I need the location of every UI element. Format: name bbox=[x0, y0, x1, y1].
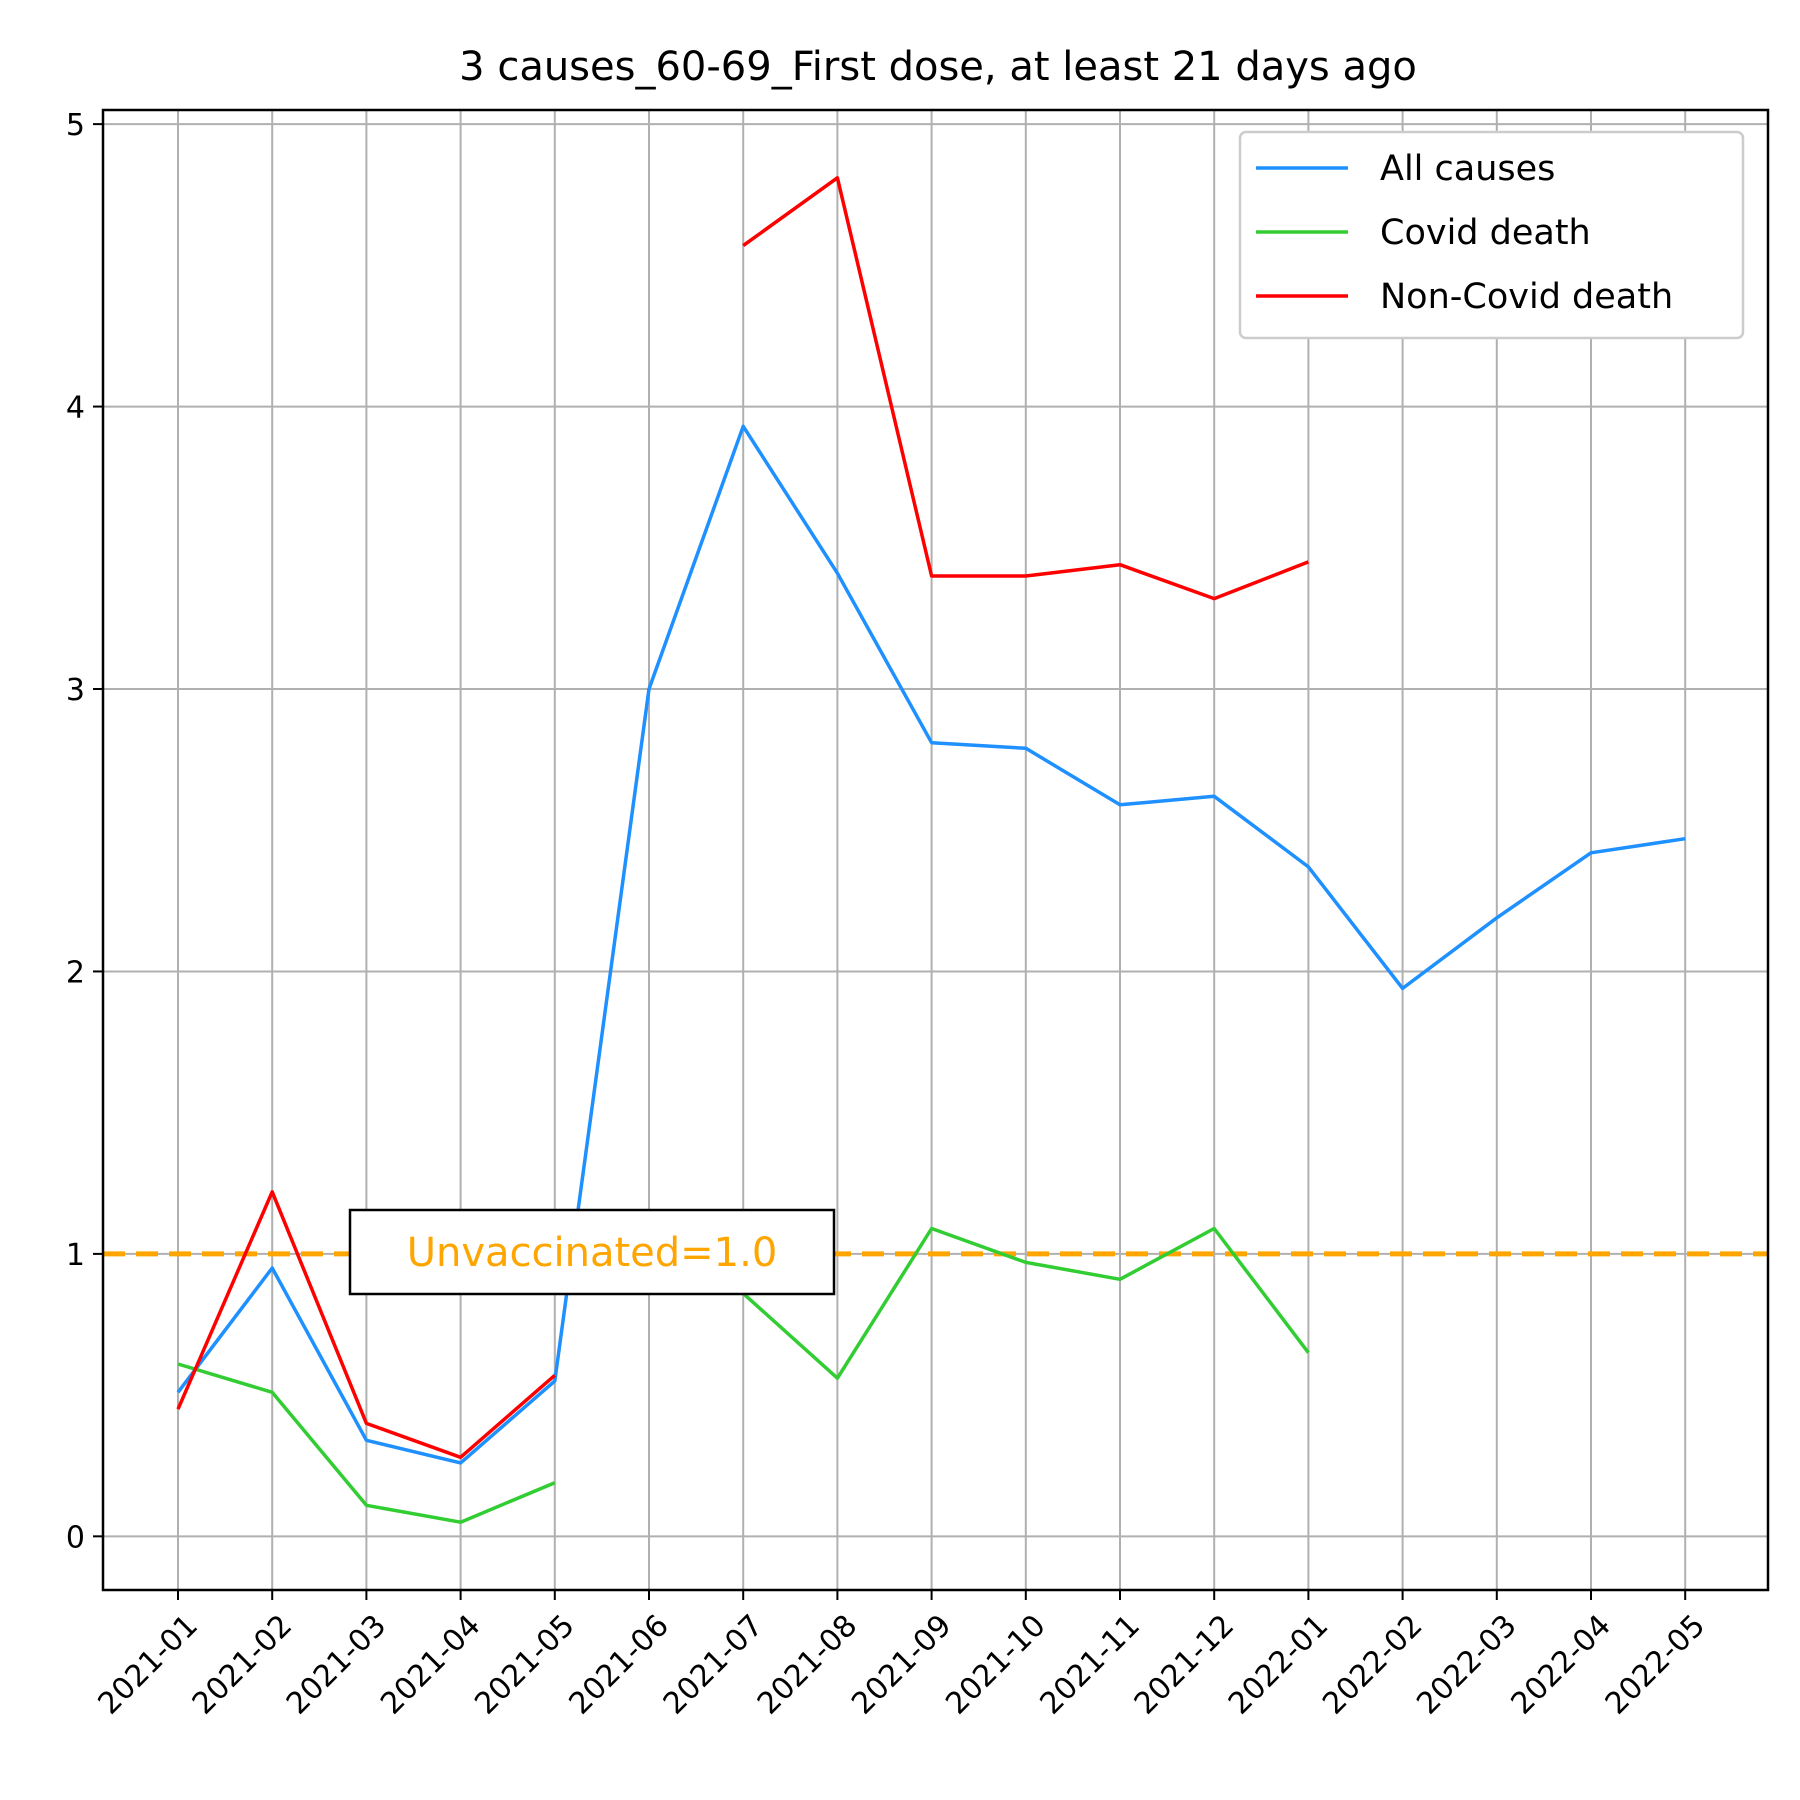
gridlines bbox=[103, 110, 1768, 1590]
legend-label-all-causes: All causes bbox=[1380, 149, 1555, 189]
y-tick-label: 1 bbox=[66, 1238, 85, 1273]
x-tick-label: 2021-06 bbox=[563, 1608, 676, 1721]
x-tick-label: 2022-05 bbox=[1599, 1608, 1712, 1721]
y-tick-label: 5 bbox=[66, 108, 85, 143]
annotation-box bbox=[348, 1208, 836, 1296]
plot-frame bbox=[101, 108, 1770, 1592]
y-tick-label: 0 bbox=[66, 1520, 85, 1555]
x-tick-label: 2021-09 bbox=[845, 1608, 958, 1721]
series-line-non-covid-death bbox=[176, 1190, 556, 1460]
y-tick-label: 2 bbox=[66, 955, 85, 990]
series-line-non-covid-death bbox=[742, 176, 1310, 601]
axis-layer: 2021-012021-022021-032021-042021-052021-… bbox=[66, 108, 1712, 1721]
x-tick-label: 2021-04 bbox=[374, 1608, 487, 1721]
chart-title: 3 causes_60-69_First dose, at least 21 d… bbox=[459, 44, 1417, 90]
legend-label-covid-death: Covid death bbox=[1380, 213, 1591, 253]
y-tick-label: 4 bbox=[66, 391, 85, 426]
x-tick-label: 2021-11 bbox=[1034, 1608, 1147, 1721]
series-line-covid-death bbox=[742, 1226, 1310, 1380]
annotation-label: Unvaccinated=1.0 bbox=[407, 1230, 778, 1276]
series-line-covid-death bbox=[177, 1362, 556, 1524]
x-tick-label: 2022-04 bbox=[1505, 1608, 1618, 1721]
x-tick-label: 2021-08 bbox=[751, 1608, 864, 1721]
series-layer bbox=[176, 176, 1686, 1524]
y-tick-label: 3 bbox=[66, 673, 85, 708]
x-tick-label: 2022-01 bbox=[1222, 1608, 1335, 1721]
x-tick-label: 2021-07 bbox=[657, 1608, 770, 1721]
x-tick-label: 2021-01 bbox=[92, 1608, 205, 1721]
annotation-layer: Unvaccinated=1.0 bbox=[348, 1208, 836, 1296]
series-line-all-causes bbox=[176, 424, 1686, 1465]
x-tick-label: 2021-12 bbox=[1128, 1608, 1241, 1721]
x-tick-label: 2021-03 bbox=[280, 1608, 393, 1721]
x-tick-label: 2022-03 bbox=[1410, 1608, 1523, 1721]
x-tick-label: 2021-02 bbox=[186, 1608, 299, 1721]
x-tick-label: 2021-05 bbox=[468, 1608, 581, 1721]
x-tick-label: 2022-02 bbox=[1316, 1608, 1429, 1721]
legend-box bbox=[1238, 130, 1745, 340]
x-tick-label: 2021-10 bbox=[939, 1608, 1052, 1721]
legend-label-non-covid-death: Non-Covid death bbox=[1380, 277, 1673, 317]
legend: All causes Covid death Non-Covid death bbox=[1238, 130, 1745, 340]
